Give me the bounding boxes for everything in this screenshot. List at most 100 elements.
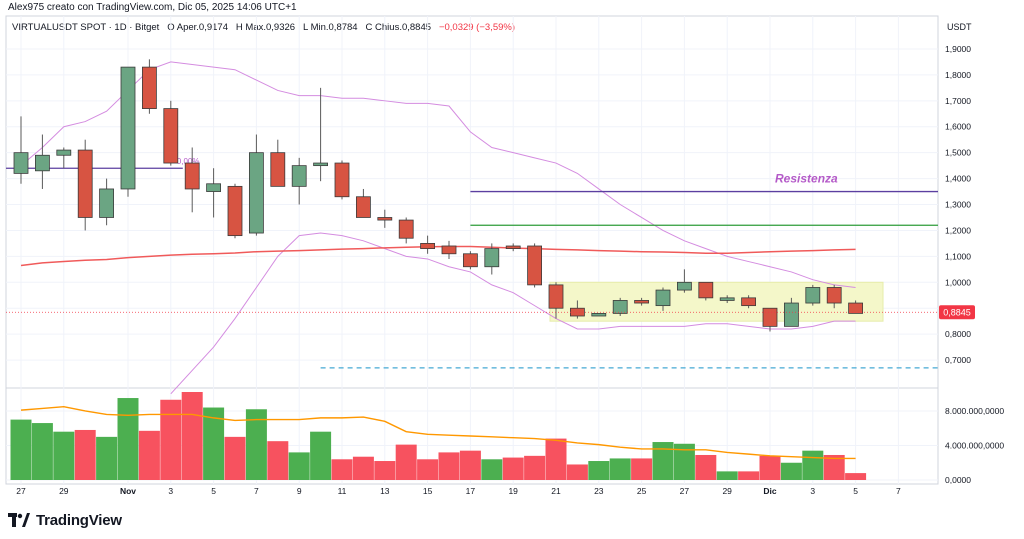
volume-bar [96, 436, 118, 480]
candle-body [719, 297, 735, 301]
candle-body [762, 307, 778, 327]
candle [677, 269, 692, 293]
time-tick-label: 21 [551, 486, 561, 496]
chart-author-header: Alex975 creato con TradingView.com, Dic … [8, 2, 297, 13]
volume-bar [802, 450, 824, 480]
tradingview-logo-text: TradingView [36, 511, 122, 529]
candle-body [56, 149, 72, 156]
resistance-annotation: Resistenza [775, 172, 838, 186]
tradingview-logo-icon [8, 513, 30, 527]
price-tick-label: 1,4000 [945, 174, 971, 184]
volume-bar [160, 399, 182, 480]
last-price-tag [939, 305, 975, 320]
candle-body [784, 302, 799, 327]
candle-body [77, 149, 93, 218]
high-value: Max.0,9326 [245, 22, 296, 33]
candle-body [120, 66, 136, 190]
volume-bar [138, 430, 160, 480]
candle-body [826, 287, 842, 304]
candle [35, 134, 50, 189]
low-label: L [303, 22, 308, 33]
volume-bar [352, 456, 374, 480]
candle [612, 297, 628, 316]
volume-bar [502, 457, 524, 480]
price-tick-label: 0,7000 [945, 355, 971, 365]
time-tick-label: 29 [722, 486, 732, 496]
candle [655, 287, 671, 311]
candle-body [355, 196, 371, 218]
price-tick-label: 1,5000 [945, 148, 971, 158]
candle-body [163, 108, 179, 164]
volume-bar [845, 473, 867, 480]
candle [141, 59, 157, 114]
candle [270, 139, 286, 187]
volume-bar [631, 458, 653, 480]
currency-label: USDT [947, 22, 972, 32]
candle-body [270, 152, 286, 187]
candle-body [848, 302, 863, 314]
candle-body [805, 287, 821, 304]
candle [334, 160, 350, 200]
candle-body [206, 183, 222, 192]
price-tick-label: 1,2000 [945, 225, 971, 235]
candle [826, 284, 842, 309]
volume-bar [10, 419, 32, 480]
candle-body [441, 245, 457, 255]
volume-bar [823, 454, 845, 480]
candle-body [612, 300, 628, 314]
candle-body [291, 165, 307, 187]
candle-body [741, 297, 756, 307]
volume-bar [588, 461, 610, 480]
candle [291, 157, 307, 205]
volume-tick-label: 8.000.000,0000 [945, 406, 1004, 416]
time-tick-label: Dic [763, 486, 777, 496]
candle [77, 139, 93, 231]
last-price-label: 0,8845 [943, 308, 971, 318]
time-tick-label: 29 [59, 486, 69, 496]
candle [591, 313, 607, 317]
candle [184, 147, 200, 213]
volume-bar [738, 471, 760, 480]
candle [99, 178, 114, 226]
candle [462, 251, 478, 270]
time-tick-label: 5 [211, 486, 216, 496]
volume-bar [117, 398, 139, 480]
candle [741, 295, 756, 309]
tradingview-logo[interactable]: TradingView [8, 510, 122, 530]
candle [313, 87, 329, 182]
time-tick-label: 15 [423, 486, 433, 496]
candle [398, 217, 414, 244]
candle [698, 281, 714, 301]
volume-bar [181, 392, 203, 480]
volume-bar [459, 450, 481, 480]
candle [548, 282, 564, 319]
candle-body [398, 219, 414, 239]
candle-body [141, 66, 157, 109]
volume-bar [695, 454, 717, 480]
volume-bar [759, 455, 781, 480]
candle [420, 235, 436, 254]
candle-body [527, 245, 542, 286]
time-tick-label: 3 [168, 486, 173, 496]
candle [762, 307, 778, 332]
candle-body [505, 245, 521, 249]
low-value: Min.0,8784 [310, 22, 358, 33]
candle-body [548, 284, 564, 309]
bollinger-lower-band [170, 232, 856, 395]
price-tick-label: 1,0000 [945, 277, 971, 287]
volume-bar [524, 455, 546, 480]
candle [227, 183, 243, 239]
high-label: H [235, 22, 243, 33]
candle-body [420, 243, 436, 249]
volume-bar [267, 441, 289, 480]
volume-bar [481, 459, 503, 480]
volume-bar [331, 459, 353, 480]
volume-bar [53, 431, 75, 480]
candle [206, 168, 222, 218]
candle-body [462, 253, 478, 268]
candle [784, 297, 799, 327]
volume-bar [566, 464, 588, 480]
symbol-name[interactable]: VIRTUALUSDT SPOT · 1D · Bitget [12, 22, 160, 33]
volume-bar [545, 438, 567, 480]
